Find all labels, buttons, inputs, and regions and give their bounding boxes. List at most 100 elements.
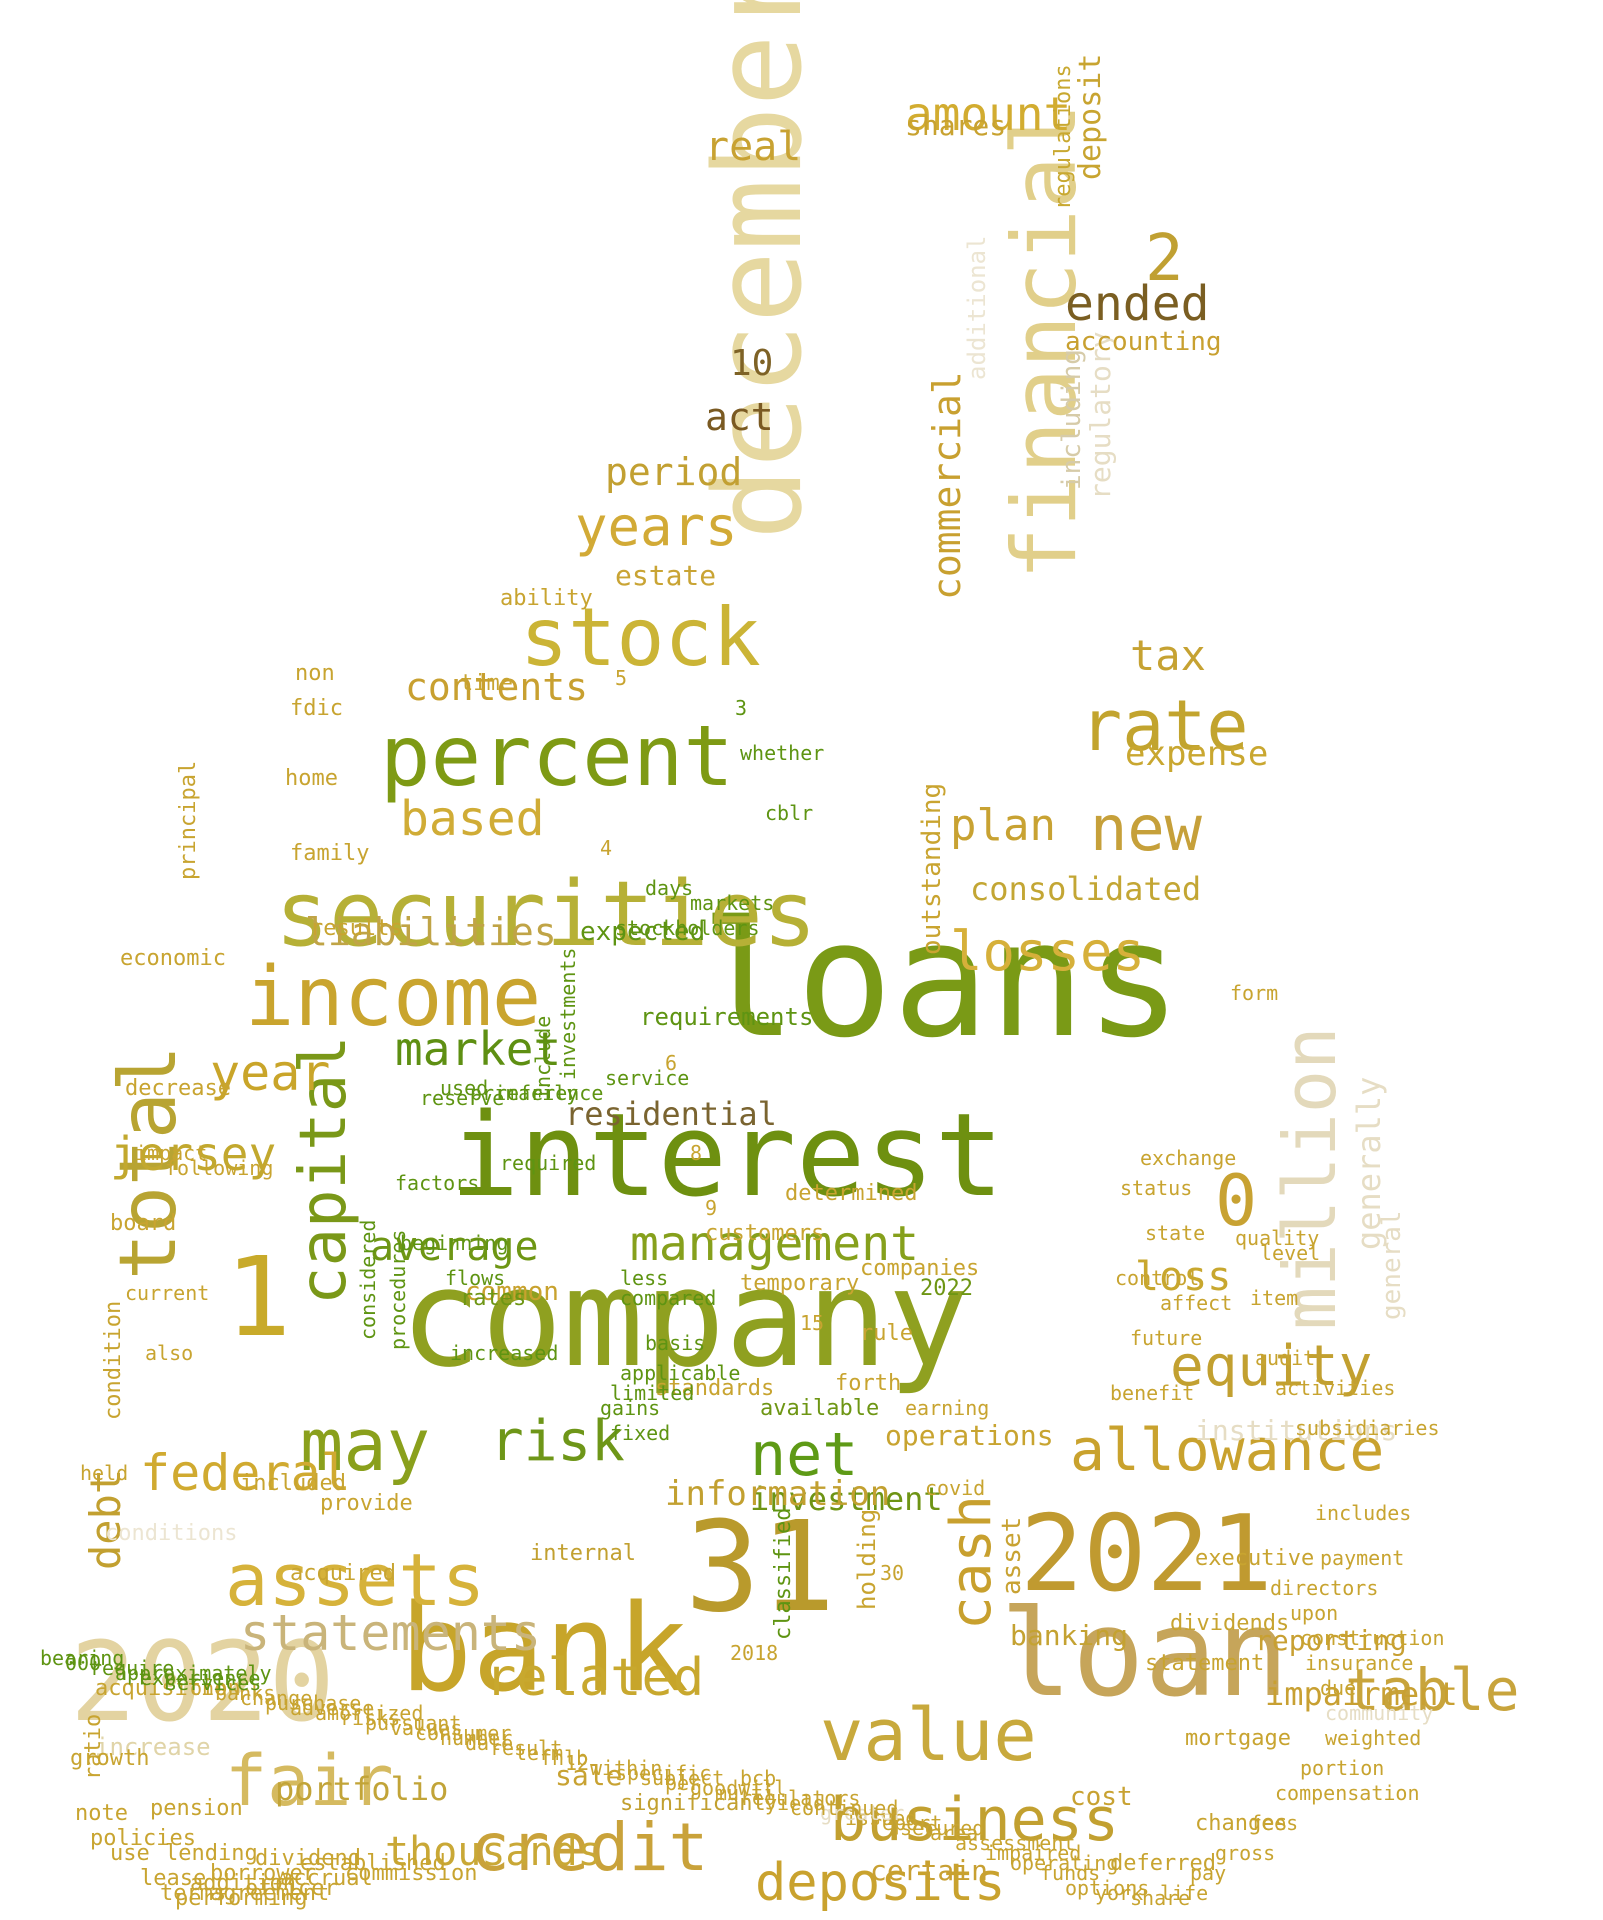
word-86: 2022 <box>920 1276 973 1301</box>
word-118: conditions <box>105 1521 237 1546</box>
word-153: level <box>1260 1241 1320 1265</box>
word-146: control <box>1115 1266 1199 1290</box>
word-174: york <box>1095 1881 1143 1905</box>
word-176: funds <box>1040 1861 1100 1885</box>
word-164: due <box>1320 1676 1356 1700</box>
word-41: ended <box>1065 276 1210 332</box>
word-220: gains <box>600 1396 660 1420</box>
word-105: family <box>290 841 369 866</box>
word-136: established <box>300 1851 446 1876</box>
word-31: net <box>750 1420 858 1490</box>
word-197: result <box>490 1736 562 1760</box>
word-99: dividends <box>1170 1611 1289 1636</box>
word-109: time <box>460 671 513 696</box>
word-98: statement <box>1145 1651 1264 1676</box>
word-115: condition <box>101 1301 126 1420</box>
word-79: institutions <box>1195 1414 1397 1447</box>
word-187: regulators <box>740 1786 860 1810</box>
word-72: accounting <box>1065 327 1222 357</box>
word-234: service <box>605 1066 689 1090</box>
word-184: greater <box>820 1801 904 1825</box>
word-36: 0 <box>1215 1160 1257 1242</box>
word-242: 3 <box>735 696 747 720</box>
word-89: classified <box>771 1508 796 1640</box>
word-141: standards <box>655 1376 774 1401</box>
word-143: companies <box>860 1256 979 1281</box>
word-18: total <box>104 1045 194 1280</box>
word-21: capital <box>287 1035 361 1305</box>
word-82: common <box>465 1277 559 1307</box>
word-42: amount <box>905 87 1071 141</box>
word-235: include <box>531 1016 555 1100</box>
word-116: acquired <box>290 1561 396 1586</box>
word-226: less <box>620 1266 668 1290</box>
word-58: estate <box>615 559 716 592</box>
word-130: addition <box>190 1871 296 1896</box>
word-212: approximately <box>115 1661 272 1685</box>
word-129: performing <box>175 1886 307 1911</box>
word-250: 2018 <box>730 1641 778 1665</box>
word-14: assets <box>225 1538 485 1622</box>
word-205: adverse <box>290 1696 374 1720</box>
word-62: 10 <box>730 343 773 384</box>
word-214: 000 <box>65 1651 101 1675</box>
word-35: related <box>485 1648 704 1708</box>
word-224: procedures <box>386 1230 410 1350</box>
word-244: 4 <box>600 836 612 860</box>
word-181: secured <box>900 1816 984 1840</box>
word-202: pursuant <box>365 1711 461 1735</box>
word-124: use <box>110 1841 150 1866</box>
word-112: decrease <box>125 1076 231 1101</box>
word-152: quality <box>1235 1226 1319 1250</box>
word-140: temporary <box>740 1271 859 1296</box>
word-238: days <box>645 876 693 900</box>
word-172: life <box>1160 1881 1208 1905</box>
word-216: compared <box>620 1286 716 1310</box>
word-47: jersey <box>110 1127 276 1181</box>
word-106: home <box>285 766 338 791</box>
word-96: internal <box>530 1541 636 1566</box>
word-247: 9 <box>705 1196 717 1220</box>
word-241: whether <box>740 741 824 765</box>
word-211: experience <box>140 1666 260 1690</box>
word-56: tax <box>1130 631 1206 680</box>
word-114: included <box>240 1471 346 1496</box>
word-53: consolidated <box>970 870 1201 908</box>
word-38: market <box>395 1022 561 1076</box>
word-255: current <box>125 1281 209 1305</box>
word-210: services <box>165 1671 261 1695</box>
word-230: reference <box>495 1081 603 1105</box>
word-126: lending <box>165 1841 258 1866</box>
word-15: stock <box>520 591 761 684</box>
word-19: may <box>300 1403 430 1487</box>
word-222: flows <box>445 1266 505 1290</box>
word-48: federal <box>140 1444 351 1502</box>
word-196: term <box>515 1741 563 1765</box>
word-179: assessment <box>955 1831 1075 1855</box>
word-218: limited <box>610 1381 694 1405</box>
word-252: covid <box>925 1476 985 1500</box>
word-204: amortized <box>315 1701 423 1725</box>
word-170: gross <box>1215 1841 1275 1865</box>
word-127: lease <box>140 1866 206 1891</box>
word-25: equity <box>1170 1334 1372 1399</box>
word-219: basis <box>645 1331 705 1355</box>
word-8: 2020 <box>70 1618 335 1746</box>
word-52: plan <box>950 800 1056 851</box>
word-173: share <box>1130 1886 1190 1910</box>
word-2: interest <box>450 1089 1004 1223</box>
word-60: real <box>705 124 801 170</box>
word-80: operations <box>885 1419 1054 1452</box>
word-165: community <box>1325 1701 1433 1725</box>
word-236: investments <box>556 948 580 1080</box>
word-84: expected <box>580 917 705 947</box>
word-92: asset <box>997 1517 1027 1595</box>
word-160: directors <box>1270 1576 1378 1600</box>
word-259: impact <box>135 1141 207 1165</box>
word-178: impaired <box>985 1841 1081 1865</box>
word-188: multi <box>715 1781 775 1805</box>
word-12: income <box>245 950 541 1045</box>
word-3: december <box>690 0 829 540</box>
word-5: loan <box>1000 1585 1289 1724</box>
